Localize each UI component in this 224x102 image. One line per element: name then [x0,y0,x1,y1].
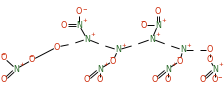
Text: O: O [200,75,206,84]
Text: +: + [19,62,24,67]
Text: N: N [115,45,121,54]
Text: N: N [149,34,155,43]
Text: −: − [0,51,5,56]
Text: O: O [29,55,35,64]
Text: −: − [140,18,145,23]
Text: N: N [180,45,186,54]
Text: N: N [212,64,218,74]
Text: O: O [165,75,171,84]
Text: N: N [76,21,82,29]
Text: O: O [155,8,161,17]
Text: N: N [97,64,103,74]
Text: O: O [207,55,213,64]
Text: O: O [97,75,103,84]
Text: +: + [103,62,108,67]
Text: +: + [161,18,166,23]
Text: +: + [218,62,223,67]
Text: +: + [186,43,191,48]
Text: −: − [218,74,222,79]
Text: O: O [54,43,60,52]
Text: O: O [84,75,90,84]
Text: −: − [176,54,181,59]
Text: O: O [212,75,218,84]
Text: +: + [82,18,87,23]
Text: N: N [13,64,19,74]
Text: O: O [141,21,147,29]
Text: −: − [82,6,87,11]
Text: O: O [177,57,183,65]
Text: N: N [165,64,171,74]
Text: −: − [28,53,33,58]
Text: O: O [110,57,116,65]
Text: +: + [155,32,160,37]
Text: O: O [61,21,67,29]
Text: N: N [155,21,161,29]
Text: N: N [84,34,90,43]
Text: O: O [76,8,82,17]
Text: +: + [90,32,95,37]
Text: O: O [1,75,7,84]
Text: O: O [152,75,158,84]
Text: +: + [121,43,126,48]
Text: O: O [1,54,7,63]
Text: −: − [109,54,114,59]
Text: O: O [207,45,213,54]
Text: +: + [171,62,176,67]
